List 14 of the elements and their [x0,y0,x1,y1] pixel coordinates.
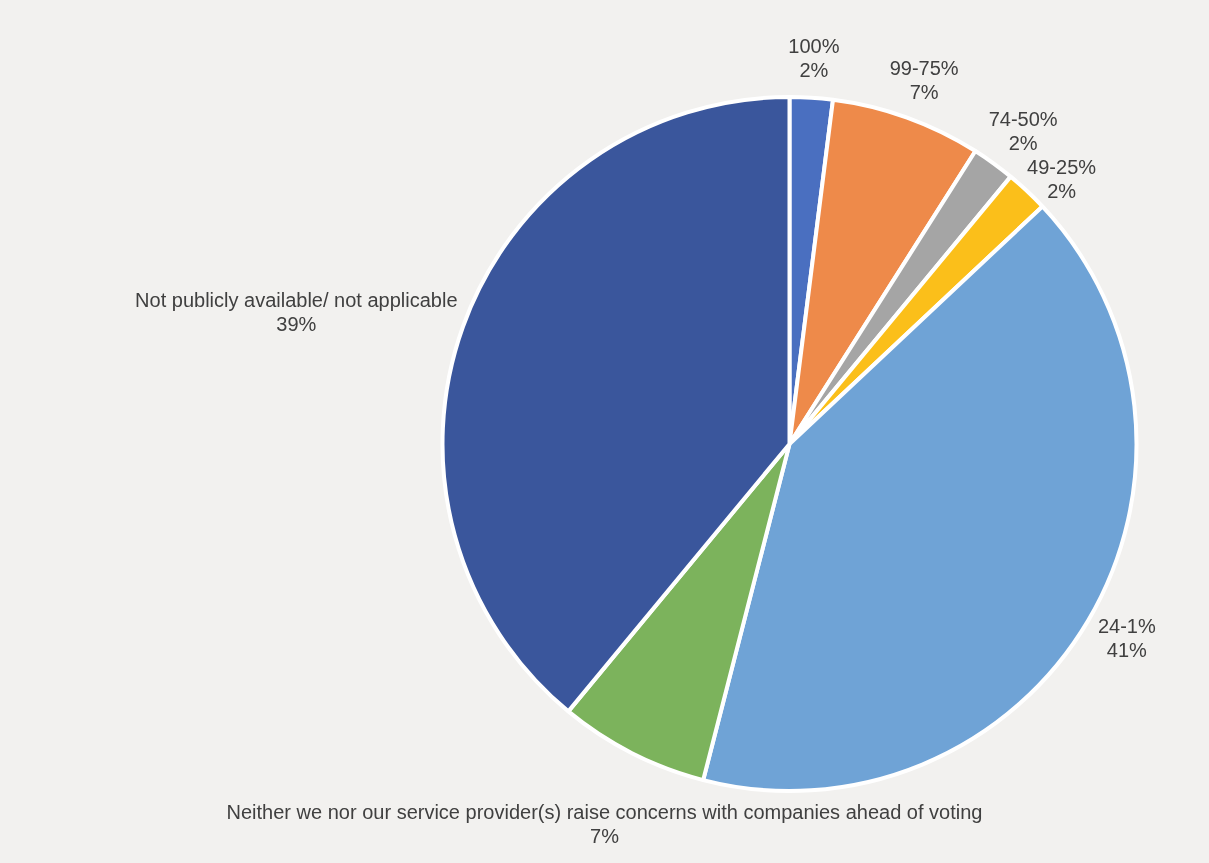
data-label: 41% [1106,639,1148,662]
slice-label: 100% [788,35,840,58]
data-label: 39% [276,313,317,336]
data-label: 2% [799,59,829,82]
slice-label: 74-50% [988,108,1058,131]
data-label: 2% [1047,180,1077,203]
data-label: 2% [1008,132,1038,155]
data-label: 7% [909,81,939,104]
slice-label: 24-1% [1097,615,1156,638]
slice-label: Neither we nor our service provider(s) raise concerns with companies ahead of voting [226,800,983,823]
data-label: 7% [590,824,620,847]
slice-label: 49-25% [1027,156,1097,179]
slice-label: Not publicly available/ not applicable [135,289,458,312]
slice-label: 99-75% [889,57,959,80]
